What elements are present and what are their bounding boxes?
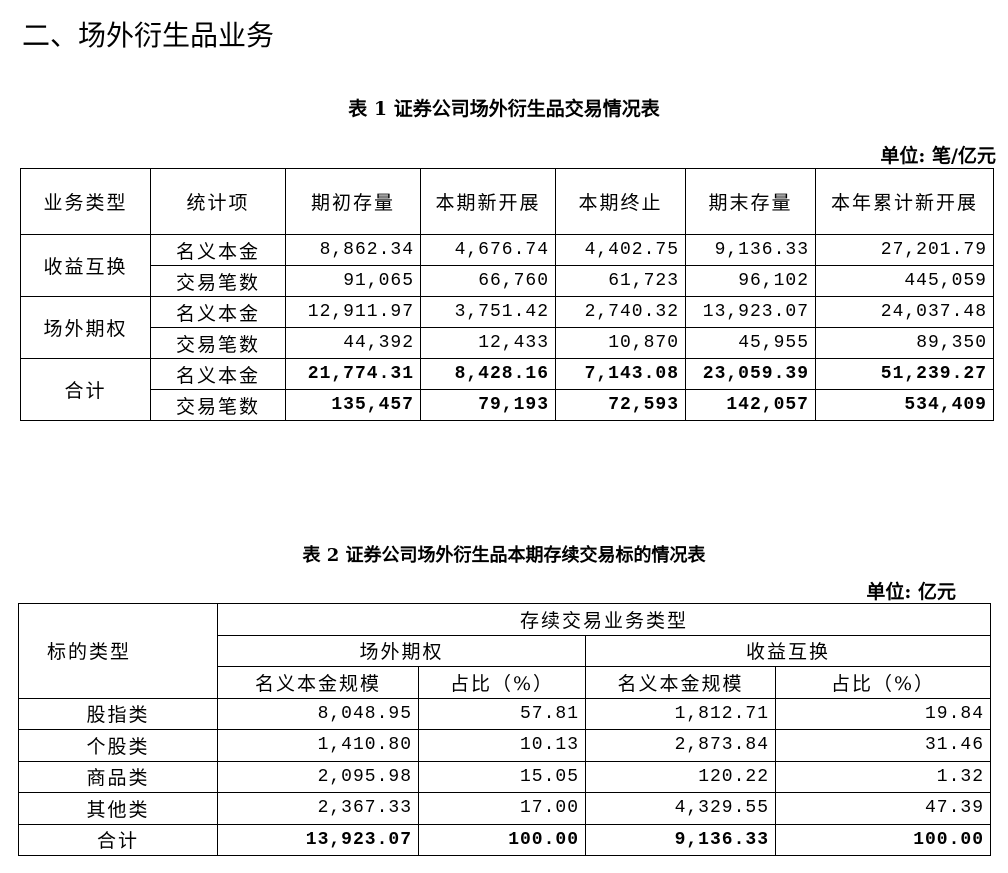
value-cell: 51,239.27 bbox=[815, 358, 994, 390]
underlying-label-cell: 个股类 bbox=[18, 729, 218, 762]
value-cell: 61,723 bbox=[555, 265, 686, 297]
column-header: 期末存量 bbox=[685, 168, 816, 235]
value-cell: 44,392 bbox=[285, 327, 421, 359]
value-cell: 17.00 bbox=[418, 792, 586, 825]
value-cell: 142,057 bbox=[685, 389, 816, 421]
table-row: 其他类 2,367.33 17.00 4,329.55 47.39 bbox=[18, 792, 992, 825]
header-business-type: 存续交易业务类型 bbox=[216, 603, 992, 636]
value-cell: 2,095.98 bbox=[217, 760, 419, 793]
value-cell: 31.46 bbox=[774, 729, 992, 762]
value-cell: 3,751.42 bbox=[420, 296, 556, 328]
value-cell: 9,136.33 bbox=[685, 234, 816, 266]
column-header: 期初存量 bbox=[285, 168, 421, 235]
table-row: 合计 名义本金 21,774.31 8,428.16 7,143.08 23,059.39… bbox=[20, 358, 994, 421]
stat-item-cell: 交易笔数 bbox=[150, 327, 286, 359]
business-type-cell: 收益互换 bbox=[20, 234, 151, 297]
value-cell: 445,059 bbox=[815, 265, 994, 297]
value-cell: 24,037.48 bbox=[815, 296, 994, 328]
otc-derivatives-trade-table: 业务类型 统计项 期初存量 本期新开展 本期终止 期末存量 本年累计新开展 收益互换 名义本金 8… bbox=[20, 168, 994, 421]
value-cell: 8,862.34 bbox=[285, 234, 421, 266]
column-header: 业务类型 bbox=[20, 168, 151, 235]
stat-item-cell: 名义本金 bbox=[150, 358, 286, 390]
value-cell: 2,740.32 bbox=[555, 296, 686, 328]
header-share: 占比（%） bbox=[418, 666, 586, 699]
stat-item-cell: 名义本金 bbox=[150, 296, 286, 328]
underlying-label-cell: 商品类 bbox=[18, 760, 218, 793]
value-cell: 135,457 bbox=[285, 389, 421, 421]
value-cell: 23,059.39 bbox=[685, 358, 816, 390]
business-type-cell: 合计 bbox=[20, 358, 151, 421]
value-cell: 45,955 bbox=[685, 327, 816, 359]
value-cell: 8,428.16 bbox=[420, 358, 556, 390]
table1-caption: 表 1 证券公司场外衍生品交易情况表 bbox=[348, 98, 660, 120]
section-title: 二、场外衍生品业务 bbox=[22, 19, 275, 52]
column-header: 本期新开展 bbox=[420, 168, 556, 235]
value-cell: 66,760 bbox=[420, 265, 556, 297]
value-cell: 13,923.07 bbox=[685, 296, 816, 328]
value-cell: 21,774.31 bbox=[285, 358, 421, 390]
value-cell: 57.81 bbox=[418, 697, 586, 730]
header-underlying-type: 标的类型 bbox=[18, 603, 218, 699]
value-cell: 7,143.08 bbox=[555, 358, 686, 390]
value-cell: 4,676.74 bbox=[420, 234, 556, 266]
value-cell: 10.13 bbox=[418, 729, 586, 762]
value-cell: 12,433 bbox=[420, 327, 556, 359]
table-row: 收益互换 名义本金 8,862.34 4,676.74 4,402.75 9,136.33… bbox=[20, 234, 994, 297]
header-total-return-swap: 收益互换 bbox=[584, 634, 992, 667]
table-row: 交易笔数 135,457 79,193 72,593 142,057 534,409 bbox=[21, 389, 994, 421]
table-row: 股指类 8,048.95 57.81 1,812.71 19.84 bbox=[18, 697, 992, 730]
value-cell: 72,593 bbox=[555, 389, 686, 421]
underlying-type-table: 标的类型 存续交易业务类型 场外期权 收益互换 名义本金规模 占比（%） 名义本… bbox=[18, 603, 992, 856]
table-row: 个股类 1,410.80 10.13 2,873.84 31.46 bbox=[18, 729, 992, 762]
value-cell: 47.39 bbox=[774, 792, 992, 825]
value-cell: 1,410.80 bbox=[217, 729, 419, 762]
value-cell: 120.22 bbox=[585, 760, 776, 793]
header-notional: 名义本金规模 bbox=[217, 666, 419, 699]
value-cell: 15.05 bbox=[418, 760, 586, 793]
column-header: 本年累计新开展 bbox=[815, 168, 994, 235]
table1-unit: 单位: 笔/亿元 bbox=[880, 145, 996, 167]
total-value-cell: 13,923.07 bbox=[217, 823, 419, 856]
value-cell: 27,201.79 bbox=[815, 234, 994, 266]
stat-item-cell: 名义本金 bbox=[150, 234, 286, 266]
stat-item-cell: 交易笔数 bbox=[150, 265, 286, 297]
underlying-label-cell: 其他类 bbox=[18, 792, 218, 825]
value-cell: 12,911.97 bbox=[285, 296, 421, 328]
value-cell: 4,329.55 bbox=[585, 792, 776, 825]
value-cell: 8,048.95 bbox=[217, 697, 419, 730]
table2-unit: 单位: 亿元 bbox=[866, 581, 956, 603]
value-cell: 10,870 bbox=[555, 327, 686, 359]
table-row: 商品类 2,095.98 15.05 120.22 1.32 bbox=[18, 760, 992, 793]
header-otc-options: 场外期权 bbox=[217, 634, 586, 667]
table-row: 交易笔数 91,065 66,760 61,723 96,102 445,059 bbox=[21, 265, 994, 297]
value-cell: 91,065 bbox=[285, 265, 421, 297]
underlying-label-cell: 股指类 bbox=[18, 697, 218, 730]
value-cell: 2,873.84 bbox=[585, 729, 776, 762]
stat-item-cell: 交易笔数 bbox=[150, 389, 286, 421]
table2-caption: 表 2 证券公司场外衍生品本期存续交易标的情况表 bbox=[302, 545, 706, 566]
business-type-cell: 场外期权 bbox=[20, 296, 151, 359]
header-row: 业务类型 统计项 期初存量 本期新开展 本期终止 期末存量 本年累计新开展 bbox=[20, 168, 994, 235]
value-cell: 2,367.33 bbox=[217, 792, 419, 825]
total-value-cell: 100.00 bbox=[418, 823, 586, 856]
value-cell: 1.32 bbox=[774, 760, 992, 793]
value-cell: 96,102 bbox=[685, 265, 816, 297]
header-notional: 名义本金规模 bbox=[585, 666, 776, 699]
header-share: 占比（%） bbox=[774, 666, 992, 699]
column-header: 本期终止 bbox=[555, 168, 686, 235]
column-header: 统计项 bbox=[150, 168, 286, 235]
table-row: 场外期权 名义本金 12,911.97 3,751.42 2,740.32 13,923.… bbox=[20, 296, 994, 359]
value-cell: 534,409 bbox=[815, 389, 994, 421]
value-cell: 79,193 bbox=[420, 389, 556, 421]
total-value-cell: 9,136.33 bbox=[585, 823, 776, 856]
value-cell: 4,402.75 bbox=[555, 234, 686, 266]
total-label-cell: 合计 bbox=[18, 823, 218, 856]
table-row: 交易笔数 44,392 12,433 10,870 45,955 89,350 bbox=[21, 327, 994, 359]
value-cell: 1,812.71 bbox=[585, 697, 776, 730]
value-cell: 89,350 bbox=[815, 327, 994, 359]
value-cell: 19.84 bbox=[774, 697, 992, 730]
total-row: 合计 13,923.07 100.00 9,136.33 100.00 bbox=[18, 823, 992, 856]
total-value-cell: 100.00 bbox=[774, 823, 992, 856]
